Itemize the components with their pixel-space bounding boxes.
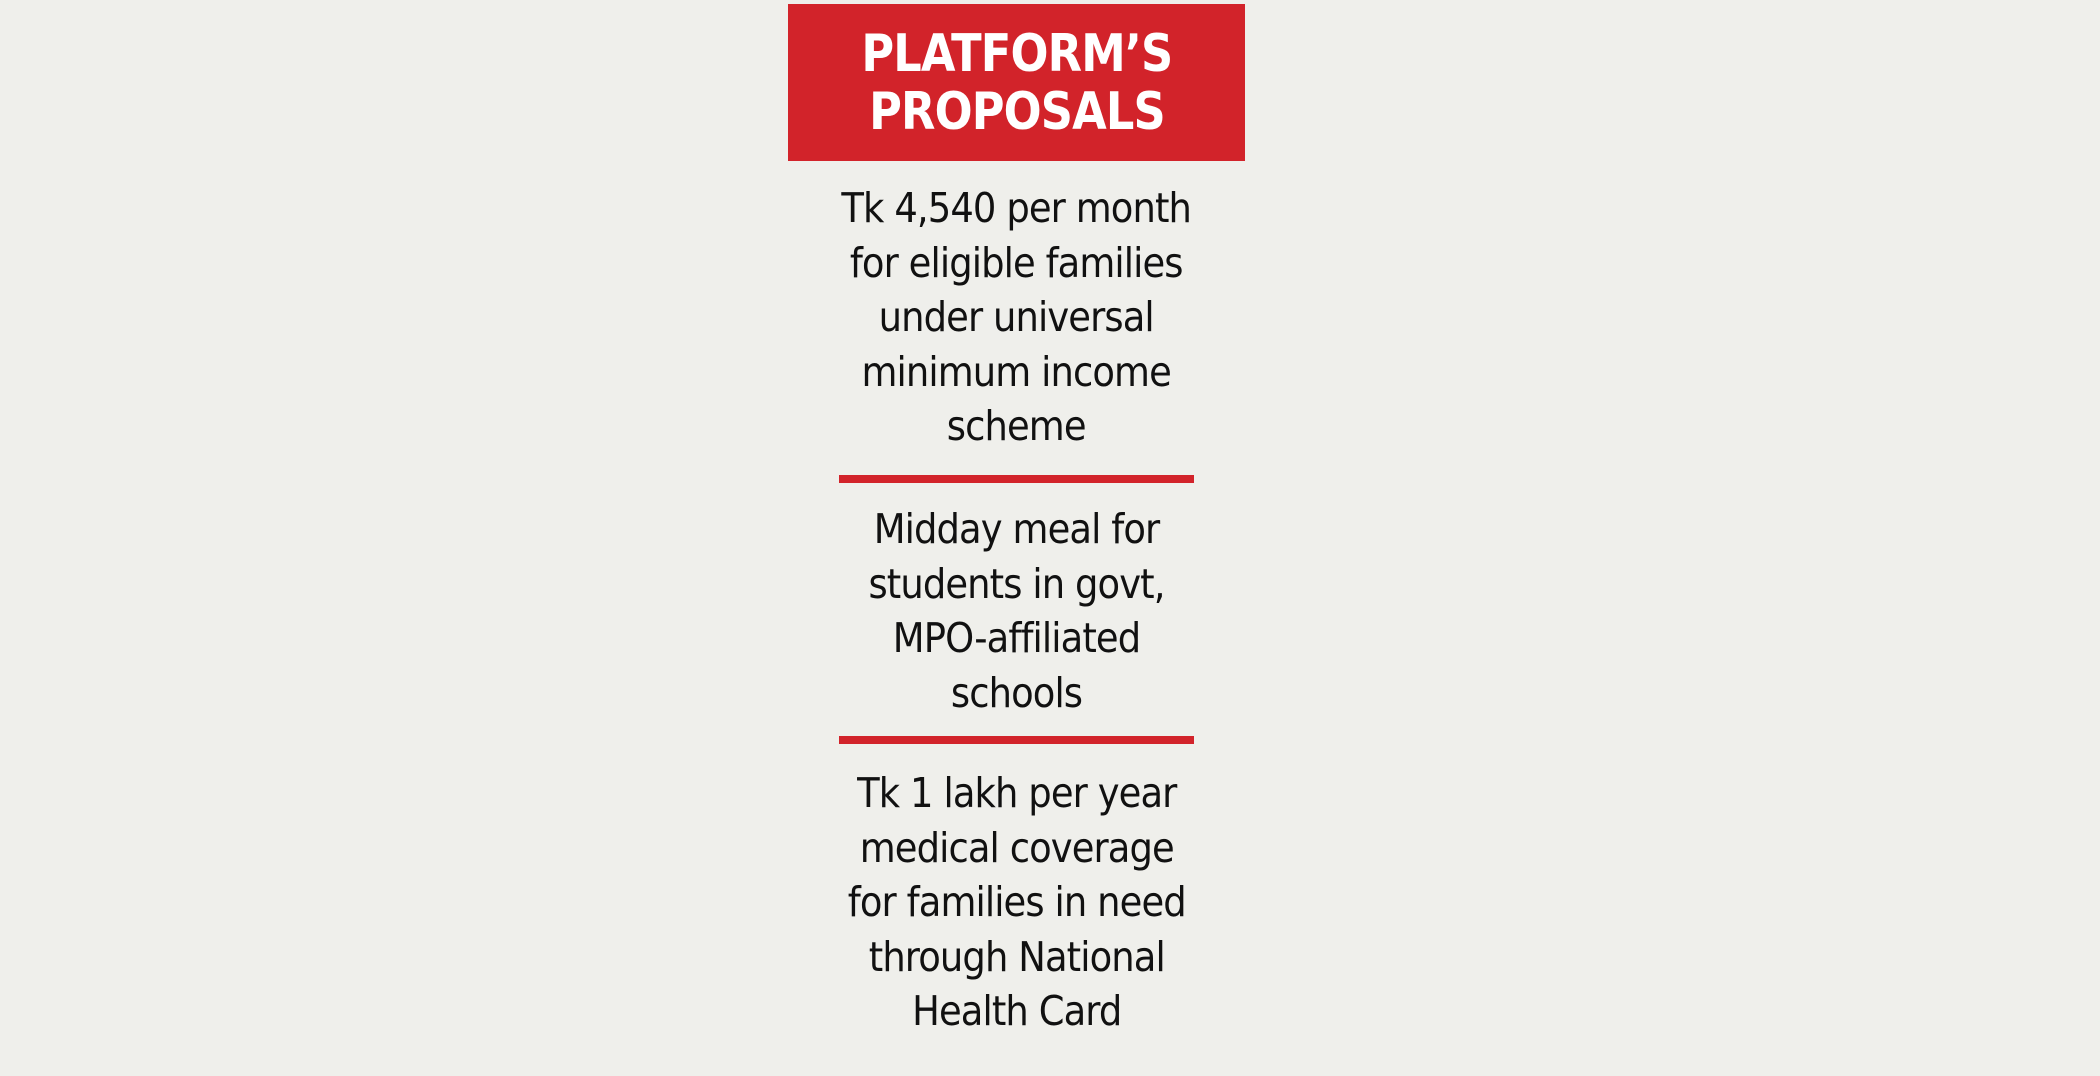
divider-2 bbox=[839, 736, 1194, 744]
proposal-item-3: Tk 1 lakh per year medical coverage for … bbox=[790, 766, 1243, 1039]
header-title-line-2: PROPOSALS bbox=[868, 81, 1166, 142]
header-title-line-1: PLATFORM’S bbox=[860, 23, 1173, 84]
header-banner: PLATFORM’S PROPOSALS bbox=[788, 4, 1245, 161]
proposal-text-1: Tk 4,540 per month for eligible families… bbox=[841, 184, 1192, 451]
proposal-item-2: Midday meal for students in govt, MPO-af… bbox=[790, 502, 1243, 720]
proposal-item-1: Tk 4,540 per month for eligible families… bbox=[790, 181, 1243, 454]
divider-1 bbox=[839, 475, 1194, 483]
proposal-text-3: Tk 1 lakh per year medical coverage for … bbox=[847, 769, 1186, 1036]
proposal-text-2: Midday meal for students in govt, MPO-af… bbox=[868, 505, 1165, 717]
